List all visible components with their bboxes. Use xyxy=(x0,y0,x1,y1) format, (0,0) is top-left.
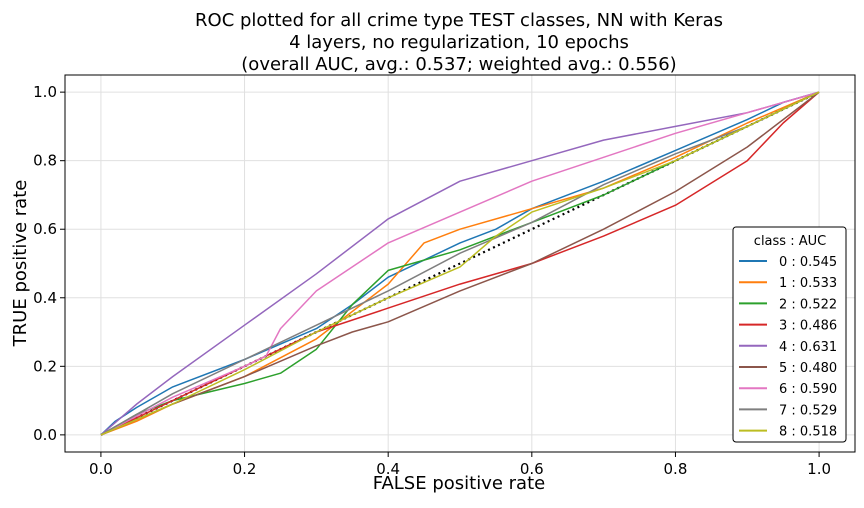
y-tick-label: 0.2 xyxy=(33,357,57,375)
legend-label-class-1: 1 : 0.533 xyxy=(779,276,837,291)
x-tick-label: 0.0 xyxy=(89,460,113,478)
legend-label-class-0: 0 : 0.545 xyxy=(779,255,837,270)
chart-title-line-3: (overall AUC, avg.: 0.537; weighted avg.… xyxy=(241,54,676,75)
x-tick-label: 0.6 xyxy=(520,460,544,478)
y-axis-label: TRUE positive rate xyxy=(10,180,31,348)
x-tick-label: 1.0 xyxy=(807,460,831,478)
x-tick-label: 0.4 xyxy=(376,460,400,478)
legend-label-class-7: 7 : 0.529 xyxy=(779,403,837,418)
y-axis-ticks: 0.0 0.2 0.4 0.6 0.8 1.0 xyxy=(33,83,65,444)
series-line-class-4 xyxy=(100,91,820,436)
y-tick-label: 1.0 xyxy=(33,83,57,101)
chart-title-line-2: 4 layers, no regularization, 10 epochs xyxy=(289,32,629,53)
chart-title-line-1: ROC plotted for all crime type TEST clas… xyxy=(195,10,723,31)
legend-label-class-3: 3 : 0.486 xyxy=(779,319,837,334)
x-tick-label: 0.8 xyxy=(664,460,688,478)
x-axis-label: FALSE positive rate xyxy=(373,473,545,494)
legend: class : AUC 0 : 0.545 1 : 0.533 2 : 0.522 3… xyxy=(732,226,847,443)
legend-label-class-5: 5 : 0.480 xyxy=(779,361,837,376)
series-line-class-6 xyxy=(100,91,820,436)
legend-label-class-6: 6 : 0.590 xyxy=(779,382,837,397)
y-tick-label: 0.4 xyxy=(33,289,57,307)
legend-label-class-8: 8 : 0.518 xyxy=(779,425,837,440)
chart-title: ROC plotted for all crime type TEST clas… xyxy=(195,10,723,75)
series-lines xyxy=(100,91,820,436)
x-axis-ticks: 0.0 0.2 0.4 0.6 0.8 1.0 xyxy=(89,452,831,478)
legend-label-class-2: 2 : 0.522 xyxy=(779,297,837,312)
legend-title: class : AUC xyxy=(754,234,826,249)
y-tick-label: 0.6 xyxy=(33,220,57,238)
series-line-class-7 xyxy=(100,91,820,436)
y-tick-label: 0.0 xyxy=(33,426,57,444)
plot-frame xyxy=(64,74,856,453)
y-tick-label: 0.8 xyxy=(33,152,57,170)
legend-label-class-4: 4 : 0.631 xyxy=(779,340,837,355)
series-line-class-5 xyxy=(100,91,820,436)
x-tick-label: 0.2 xyxy=(233,460,257,478)
series-line-class-8 xyxy=(100,91,820,436)
